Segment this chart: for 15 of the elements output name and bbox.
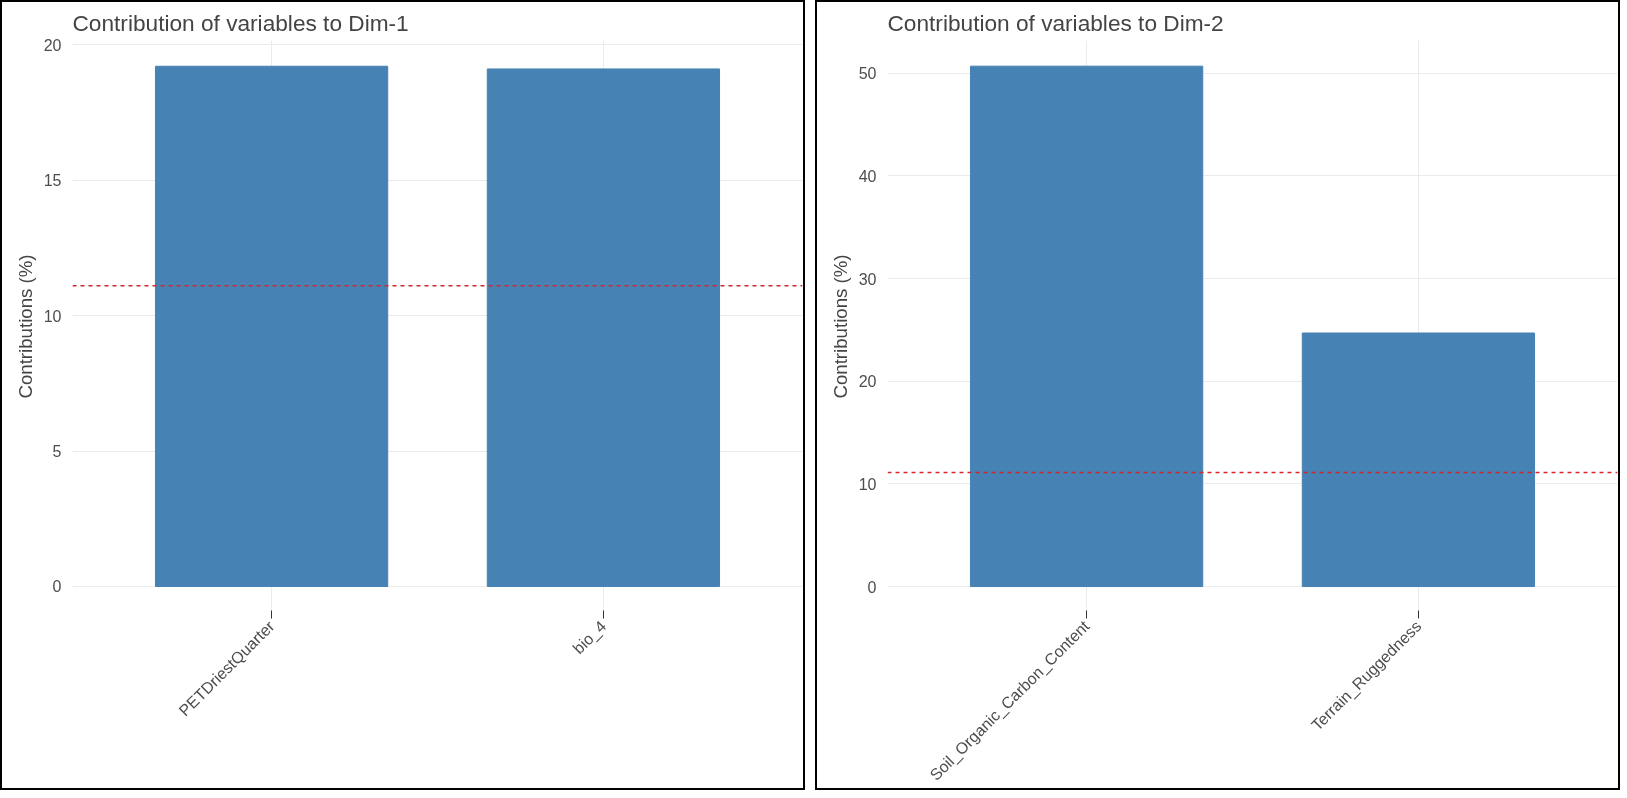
y-tick-label: 15 — [43, 172, 62, 190]
y-axis-title: Contributions (%) — [829, 254, 851, 399]
chart-title: Contribution of variables to Dim-2 — [887, 9, 1224, 36]
chart-title: Contribution of variables to Dim-1 — [72, 9, 409, 36]
y-tick-label: 0 — [867, 578, 877, 596]
y-axis-title: Contributions (%) — [14, 254, 36, 399]
y-tick-label: 0 — [52, 578, 62, 596]
y-tick-label: 10 — [858, 475, 877, 493]
y-tick-label: 5 — [52, 443, 62, 461]
y-tick-label: 50 — [858, 65, 877, 83]
y-tick-label: 20 — [43, 36, 62, 54]
y-tick-label: 40 — [858, 167, 877, 185]
y-tick-label: 10 — [43, 307, 62, 325]
y-tick-label: 20 — [858, 373, 877, 391]
y-tick-label: 30 — [858, 270, 877, 288]
